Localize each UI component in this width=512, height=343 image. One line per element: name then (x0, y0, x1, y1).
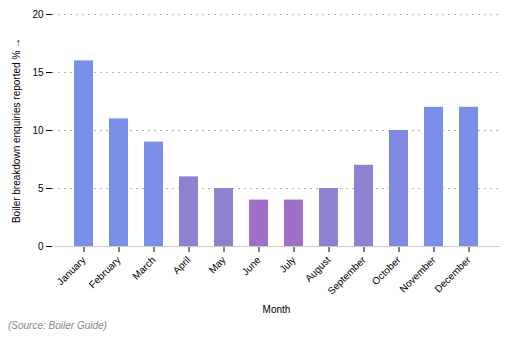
svg-text:January: January (55, 254, 88, 287)
svg-text:Month: Month (263, 304, 291, 315)
svg-text:November: November (397, 254, 438, 295)
svg-text:September: September (325, 254, 368, 297)
svg-text:5: 5 (38, 183, 44, 194)
svg-text:July: July (277, 254, 297, 274)
svg-text:Boiler breakdown enquiries rep: Boiler breakdown enquiries reported % → (11, 38, 22, 223)
svg-text:February: February (87, 254, 123, 290)
svg-text:10: 10 (32, 125, 44, 136)
svg-text:0: 0 (38, 241, 44, 252)
svg-text:15: 15 (32, 67, 44, 78)
svg-text:April: April (171, 254, 193, 276)
html-text:(Source: Boiler Guide): (Source: Boiler Guide) (8, 320, 107, 331)
svg-text:20: 20 (32, 9, 44, 20)
svg-text:June: June (240, 254, 263, 277)
svg-text:May: May (207, 254, 228, 275)
svg-text:March: March (130, 254, 157, 281)
svg-text:December: December (432, 254, 473, 295)
svg-text:October: October (370, 254, 403, 287)
svg-text:August: August (303, 254, 333, 284)
